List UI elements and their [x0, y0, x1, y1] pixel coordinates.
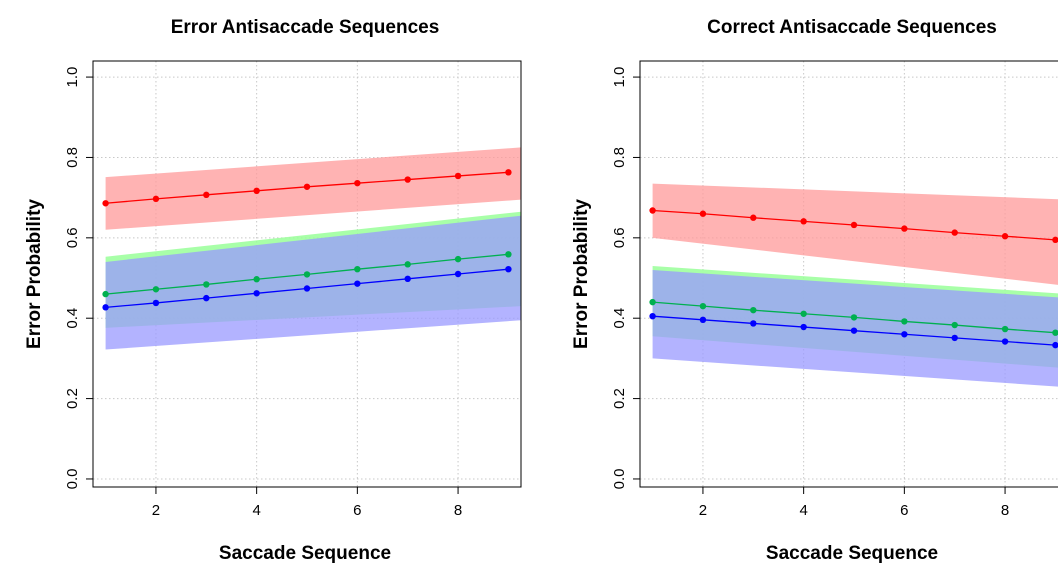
data-point — [699, 302, 707, 310]
x-axis: 2 4 6 8 — [152, 487, 462, 519]
data-point — [454, 255, 462, 263]
data-point — [1052, 236, 1058, 244]
data-point — [750, 214, 757, 221]
y-tick-label: 0.6 — [64, 227, 81, 248]
data-point — [152, 195, 160, 203]
data-point — [699, 210, 707, 217]
data-point — [699, 316, 707, 324]
x-tick-label: 2 — [152, 502, 160, 519]
data-point — [750, 306, 757, 314]
data-point — [901, 331, 908, 338]
y-tick-label: 0.8 — [611, 147, 628, 168]
confidence-band-3 — [105, 215, 521, 350]
chart-title: Correct Antisaccade Sequences — [707, 17, 997, 38]
confidence-band-1 — [105, 147, 521, 230]
x-axis: 2 4 6 8 — [699, 487, 1009, 519]
data-point — [505, 169, 512, 176]
data-point — [152, 286, 160, 293]
data-point — [303, 183, 311, 190]
y-axis: 0.0 0.2 0.4 0.6 0.8 1.0 — [64, 67, 93, 490]
confidence-band-1 — [652, 183, 1058, 285]
data-point — [850, 327, 858, 334]
data-point — [901, 225, 908, 232]
chart-title: Error Antisaccade Sequences — [171, 17, 440, 38]
data-point — [253, 290, 260, 297]
x-tick-label: 4 — [252, 502, 260, 519]
y-tick-label: 0.2 — [611, 388, 628, 409]
data-point — [203, 294, 210, 302]
data-point — [102, 200, 109, 207]
data-point — [354, 179, 361, 187]
data-point — [203, 191, 210, 199]
data-point — [404, 261, 411, 268]
x-tick-label: 8 — [454, 502, 462, 519]
data-point — [203, 281, 210, 288]
data-point — [1001, 325, 1009, 333]
data-point — [454, 270, 462, 278]
data-point — [303, 271, 311, 278]
data-point — [354, 280, 361, 287]
data-point — [901, 318, 908, 325]
data-point — [354, 265, 361, 273]
series-lines — [649, 207, 1058, 349]
data-point — [800, 323, 807, 331]
chart-panel-2: Correct Antisaccade Sequences Saccade Seq… — [571, 17, 1058, 563]
data-point — [404, 176, 411, 183]
data-point — [951, 321, 958, 329]
data-point — [253, 187, 260, 195]
data-point — [850, 314, 858, 321]
x-axis-label: Saccade Sequence — [219, 543, 391, 563]
y-tick-label: 0.4 — [64, 308, 81, 329]
data-point — [1001, 338, 1009, 345]
data-point — [649, 298, 656, 306]
y-tick-label: 0.4 — [611, 308, 628, 329]
data-point — [649, 312, 656, 320]
data-point — [800, 218, 807, 225]
x-axis-label: Saccade Sequence — [766, 543, 938, 563]
y-tick-label: 0.8 — [64, 147, 81, 168]
data-point — [303, 285, 311, 292]
y-tick-label: 1.0 — [611, 67, 628, 88]
x-tick-label: 6 — [353, 502, 361, 519]
data-point — [454, 172, 462, 180]
plot-frame — [639, 60, 1058, 488]
data-point — [649, 207, 656, 214]
data-point — [750, 320, 757, 327]
data-point — [1052, 329, 1058, 336]
confidence-bands — [105, 147, 521, 350]
y-tick-label: 0.6 — [611, 227, 628, 248]
y-axis: 0.0 0.2 0.4 0.6 0.8 1.0 — [611, 67, 640, 490]
plot-frame — [92, 60, 522, 488]
y-tick-label: 1.0 — [64, 67, 81, 88]
x-tick-label: 6 — [900, 502, 908, 519]
data-point — [102, 290, 109, 298]
x-tick-label: 8 — [1001, 502, 1009, 519]
data-point — [253, 276, 260, 283]
y-tick-label: 0.0 — [611, 469, 628, 490]
chart-panel-1: Error Antisaccade Sequences Saccade Seque… — [24, 17, 522, 563]
x-tick-label: 2 — [699, 502, 707, 519]
data-point — [800, 310, 807, 317]
data-point — [404, 275, 411, 283]
y-tick-label: 0.0 — [64, 469, 81, 490]
data-point — [1052, 341, 1058, 349]
data-point — [850, 221, 858, 229]
y-axis-label: Error Probability — [24, 199, 45, 349]
data-point — [505, 251, 512, 258]
data-point — [1001, 233, 1009, 240]
data-point — [505, 265, 512, 273]
y-axis-label: Error Probability — [571, 199, 592, 349]
data-point — [102, 304, 109, 311]
data-point — [951, 334, 958, 342]
data-point — [152, 299, 160, 307]
x-tick-label: 4 — [799, 502, 807, 519]
series-lines — [102, 169, 512, 311]
y-tick-label: 0.2 — [64, 388, 81, 409]
data-point — [951, 229, 958, 236]
